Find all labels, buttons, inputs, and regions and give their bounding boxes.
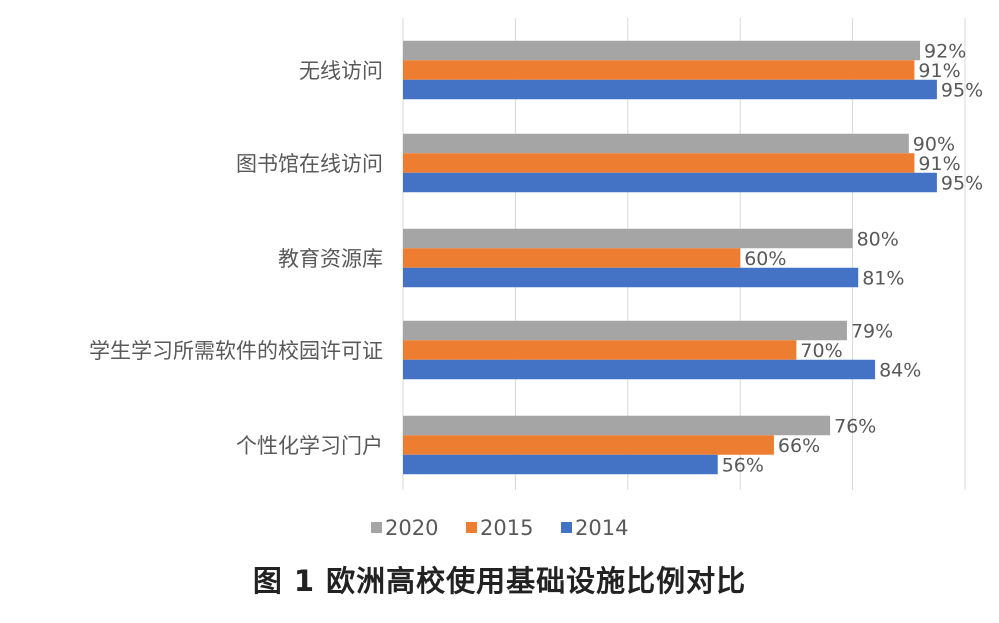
bar-2020 bbox=[403, 40, 921, 61]
data-label: 70% bbox=[800, 340, 842, 362]
category-label: 图书馆在线访问 bbox=[236, 152, 383, 176]
bar-2014 bbox=[403, 172, 937, 193]
bar-2014 bbox=[403, 79, 937, 100]
legend-swatch bbox=[371, 522, 382, 533]
category-label: 个性化学习门户 bbox=[236, 434, 383, 458]
data-label: 56% bbox=[722, 455, 764, 477]
legend-entry: 2015 bbox=[480, 516, 533, 540]
data-label: 76% bbox=[834, 416, 876, 438]
legend: 2020 2015 2014 bbox=[371, 516, 628, 540]
bar-2020 bbox=[403, 415, 831, 436]
category-label: 学生学习所需软件的校园许可证 bbox=[89, 339, 383, 363]
data-label: 91% bbox=[918, 60, 960, 82]
legend-entry: 2014 bbox=[575, 516, 628, 540]
legend-swatch bbox=[466, 522, 477, 533]
bar-2015 bbox=[403, 435, 774, 455]
bar-2020 bbox=[403, 228, 853, 249]
figure-caption: 图 1 欧洲高校使用基础设施比例对比 bbox=[252, 564, 747, 598]
category-label: 无线访问 bbox=[299, 59, 383, 83]
bar-2015 bbox=[403, 340, 797, 360]
bar-2015 bbox=[403, 248, 741, 268]
data-labels: 92%91%95%90%91%95%80%60%81%79%70%84%76%6… bbox=[722, 41, 983, 477]
legend-entry: 2020 bbox=[385, 516, 438, 540]
data-label: 95% bbox=[941, 80, 983, 102]
data-label: 79% bbox=[851, 321, 893, 343]
data-label: 91% bbox=[918, 153, 960, 175]
bar-2020 bbox=[403, 133, 909, 154]
bars bbox=[403, 40, 937, 475]
data-label: 80% bbox=[857, 229, 899, 251]
bar-2014 bbox=[403, 267, 859, 288]
data-label: 66% bbox=[778, 435, 820, 457]
category-label: 教育资源库 bbox=[278, 247, 383, 271]
bar-2015 bbox=[403, 153, 915, 173]
bar-2014 bbox=[403, 359, 876, 380]
data-label: 81% bbox=[862, 268, 904, 290]
data-label: 90% bbox=[913, 134, 955, 156]
bar-2020 bbox=[403, 320, 847, 341]
bar-2015 bbox=[403, 60, 915, 80]
data-label: 95% bbox=[941, 173, 983, 195]
data-label: 84% bbox=[879, 360, 921, 382]
bar-2014 bbox=[403, 454, 718, 475]
legend-swatch bbox=[561, 522, 572, 533]
data-label: 92% bbox=[924, 41, 966, 63]
data-label: 60% bbox=[744, 248, 786, 270]
